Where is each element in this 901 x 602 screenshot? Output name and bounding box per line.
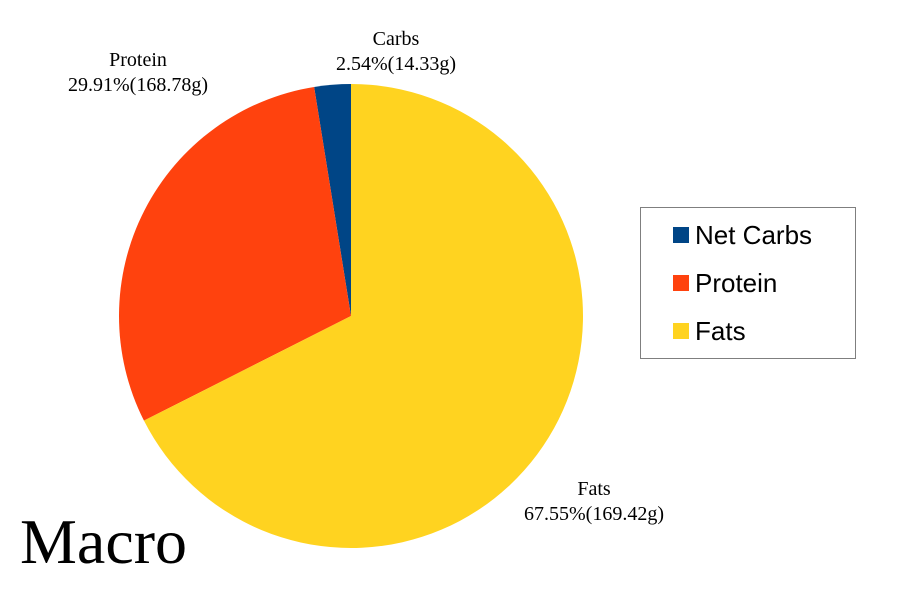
legend-item-net-carbs: Net Carbs [673, 220, 812, 250]
legend-label-net-carbs: Net Carbs [695, 219, 813, 250]
slice-label-fats: Fats 67.55%(169.42g) [524, 478, 664, 525]
legend-swatch-net-carbs [673, 227, 689, 243]
slice-label-protein: Protein 29.91%(168.78g) [68, 49, 208, 96]
pie-slices [119, 84, 584, 548]
slice-label-net-carbs: Carbs 2.54%(14.33g) [336, 28, 456, 75]
legend-item-protein: Protein [673, 268, 777, 298]
legend-item-fats: Fats [673, 316, 746, 346]
chart-title: Macro [20, 506, 188, 577]
legend-swatch-protein [673, 275, 689, 291]
slice-labels: Carbs 2.54%(14.33g) Protein 29.91%(168.78g)… [68, 28, 664, 525]
pie-slice-fats [143, 84, 584, 548]
legend-swatch-fats [673, 323, 689, 339]
legend: Net Carbs Protein Fats [640, 207, 856, 359]
legend-label-fats: Fats [695, 315, 746, 346]
pie-slice-net-carbs [314, 84, 351, 316]
legend-label-protein: Protein [695, 267, 778, 298]
pie-slice-protein [119, 86, 351, 421]
